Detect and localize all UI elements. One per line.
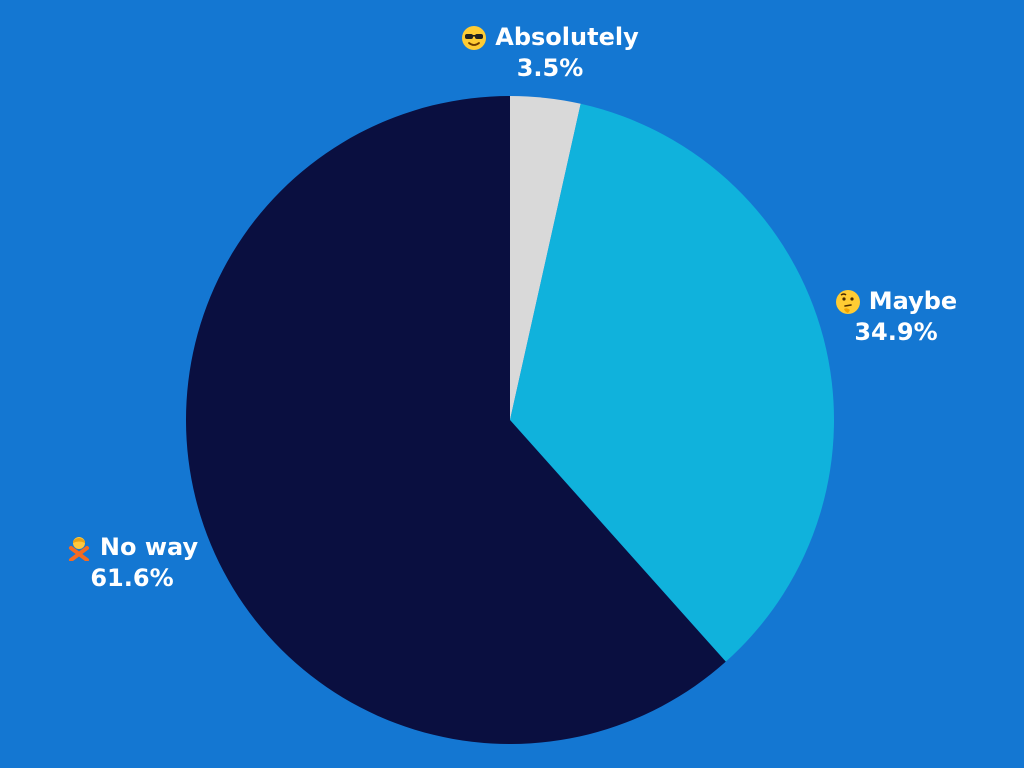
thinking-face-icon xyxy=(835,289,860,314)
pie-slice-maybe xyxy=(510,103,835,662)
slice-label-absolutely: Absolutely 3.5% xyxy=(430,22,670,84)
slice-percent: 34.9% xyxy=(854,318,938,347)
slice-label-maybe: Maybe 34.9% xyxy=(806,286,986,348)
person-gesturing-no-icon xyxy=(68,536,89,561)
slice-label-no-way: No way 61.6% xyxy=(42,532,222,594)
pie-slice-absolutely xyxy=(510,96,581,420)
slice-percent: 61.6% xyxy=(90,564,174,593)
pie-slices xyxy=(185,96,835,744)
sunglasses-face-icon xyxy=(462,25,487,50)
pie-slice-no-way xyxy=(185,96,726,744)
slice-name: No way xyxy=(99,533,199,561)
slice-name: Absolutely xyxy=(495,23,639,51)
slice-percent: 3.5% xyxy=(516,54,584,83)
slice-name: Maybe xyxy=(868,287,958,315)
